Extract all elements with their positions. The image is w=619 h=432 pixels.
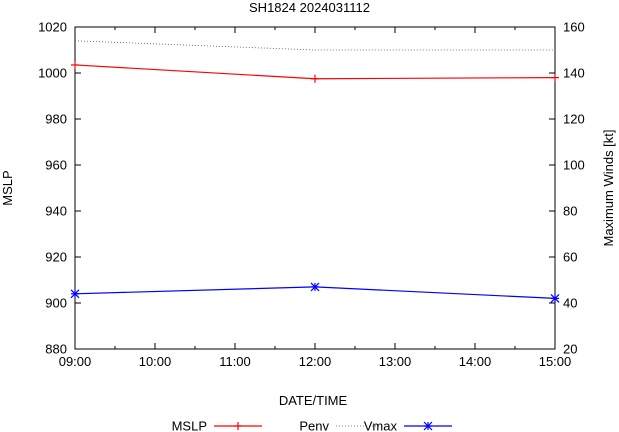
- y-tick-label: 960: [45, 158, 67, 173]
- legend-label-penv: Penv: [299, 419, 329, 432]
- y-tick-label: 1020: [38, 20, 67, 35]
- y2-tick-label: 20: [563, 342, 577, 357]
- legend-marker-mslp: [234, 422, 242, 430]
- data-point-vmax: [70, 289, 80, 299]
- data-point-vmax: [310, 282, 320, 292]
- y2-tick-label: 100: [563, 158, 585, 173]
- y-tick-label: 1000: [38, 66, 67, 81]
- y2-tick-label: 160: [563, 20, 585, 35]
- y2-axis: 20 40 60 80 100 120 140 160: [549, 20, 585, 357]
- y-axis: 880 900 920 940 960 980 1000 1020: [38, 20, 81, 357]
- y-tick-label: 980: [45, 112, 67, 127]
- x-tick-label: 11:00: [219, 354, 251, 369]
- y2-tick-label: 40: [563, 296, 577, 311]
- legend-marker-vmax: [423, 421, 433, 431]
- y-axis-label: MSLP: [0, 170, 15, 205]
- y2-tick-label: 80: [563, 204, 577, 219]
- data-point-vmax: [550, 293, 560, 303]
- data-point-mslp: [71, 60, 79, 69]
- x-tick-label: 12:00: [299, 354, 332, 369]
- y2-tick-label: 120: [563, 112, 585, 127]
- x-tick-label: 14:00: [459, 354, 492, 369]
- x-tick-label: 15:00: [539, 354, 572, 369]
- x-tick-label: 09:00: [59, 354, 92, 369]
- data-point-mslp: [551, 73, 559, 82]
- series-line-penv: [74, 40, 555, 51]
- data-point-mslp: [311, 74, 319, 83]
- x-tick-label: 10:00: [139, 354, 172, 369]
- x-axis: 09:00 10:00 11:00 12:00 13:00 14:00 15:00: [59, 27, 572, 369]
- y2-tick-label: 140: [563, 66, 585, 81]
- chart-title: SH1824 2024031112: [249, 0, 370, 15]
- legend: MSLP Penv Vmax: [172, 419, 452, 432]
- y2-axis-label: Maximum Winds [kt]: [601, 129, 616, 246]
- y-tick-label: 880: [45, 342, 67, 357]
- y2-tick-label: 60: [563, 250, 577, 265]
- y-tick-label: 920: [45, 250, 67, 265]
- x-axis-label: DATE/TIME: [279, 393, 348, 408]
- legend-label-mslp: MSLP: [172, 419, 207, 432]
- y-tick-label: 900: [45, 296, 67, 311]
- legend-label-vmax: Vmax: [364, 419, 398, 432]
- x-tick-label: 13:00: [379, 354, 412, 369]
- series-layer: [70, 40, 560, 303]
- y-tick-label: 940: [45, 204, 67, 219]
